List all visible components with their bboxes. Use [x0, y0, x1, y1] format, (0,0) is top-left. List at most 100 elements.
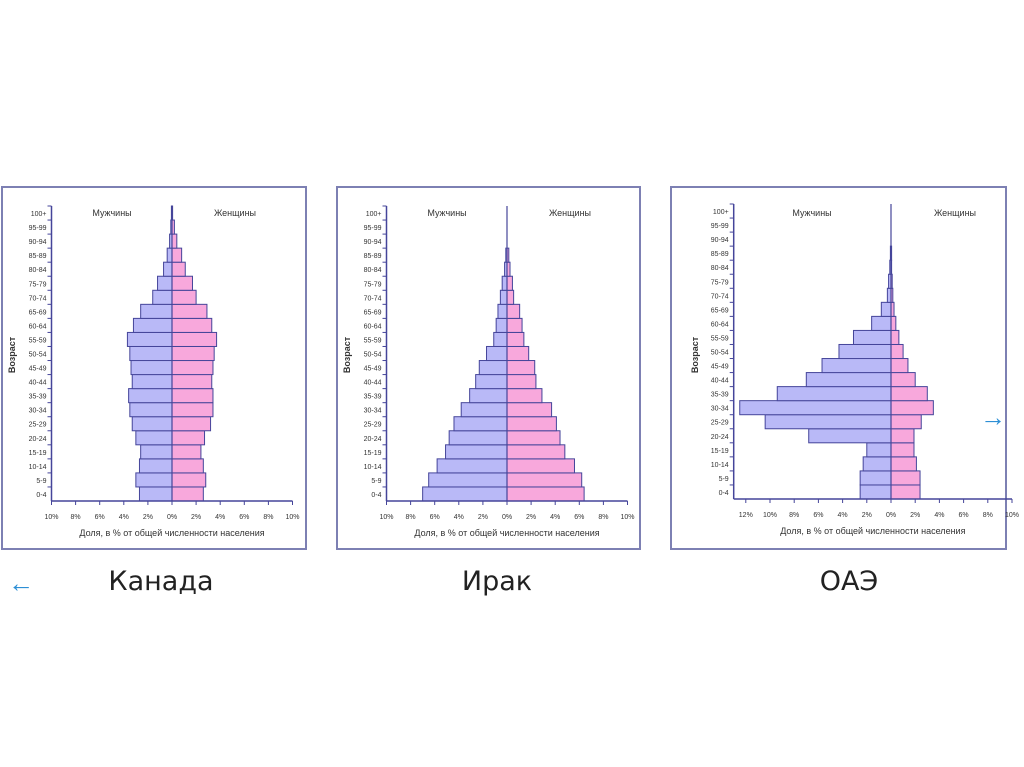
y-tick-label: 65-69: [364, 309, 382, 316]
bar-male: [469, 388, 508, 404]
y-tick-label: 25-29: [364, 422, 382, 429]
arrow-left-icon[interactable]: ←: [8, 568, 34, 598]
y-tick-label: 70-74: [29, 295, 47, 302]
y-tick-label: 75-79: [364, 281, 382, 288]
bar-female: [506, 444, 566, 460]
y-tick-label: 45-49: [711, 364, 729, 371]
x-tick-label: 4%: [550, 514, 560, 521]
bar-female: [171, 458, 204, 474]
bar-female: [506, 388, 543, 404]
caption-canada: Канада: [108, 566, 214, 597]
x-tick-label: 4%: [119, 514, 129, 521]
bar-male: [453, 416, 508, 432]
bar-female: [171, 374, 213, 390]
bar-male: [422, 486, 508, 502]
bar-female: [506, 275, 513, 291]
bar-female: [890, 484, 921, 500]
x-tick-label: 8%: [406, 514, 416, 521]
arrow-right-icon[interactable]: →: [980, 402, 1006, 432]
bar-male: [862, 456, 892, 472]
bar-male: [445, 444, 508, 460]
bar-male: [486, 345, 508, 362]
y-tick-label: 25-29: [29, 422, 47, 429]
bar-female: [506, 317, 523, 333]
bar-male: [157, 275, 173, 291]
bar-female: [171, 416, 212, 432]
bar-male: [448, 430, 508, 446]
bar-female: [506, 458, 575, 474]
bar-male: [501, 275, 508, 291]
bar-male: [166, 247, 173, 263]
x-tick-label: 10%: [763, 512, 777, 519]
bar-male: [495, 317, 508, 333]
bar-male: [152, 289, 173, 305]
x-tick-label: 6%: [95, 514, 105, 521]
bar-female: [171, 317, 213, 333]
bar-female: [506, 486, 585, 502]
y-tick-label: 50-54: [364, 352, 382, 359]
bar-female: [171, 331, 218, 347]
bar-male: [163, 261, 173, 277]
bar-male: [776, 386, 892, 402]
bar-female: [171, 261, 186, 277]
bar-male: [130, 360, 173, 376]
y-tick-label: 5-9: [719, 476, 729, 483]
bar-male: [838, 343, 892, 360]
y-tick-label: 50-54: [711, 350, 729, 357]
y-tick-label: 70-74: [711, 293, 729, 300]
y-tick-label: 35-39: [364, 394, 382, 401]
y-tick-label: 40-44: [711, 378, 729, 385]
bar-female: [890, 442, 915, 458]
y-tick-label: 65-69: [711, 307, 729, 314]
bar-female: [506, 345, 530, 362]
bar-male: [138, 458, 173, 474]
bar-female: [890, 372, 916, 388]
bar-female: [506, 303, 521, 319]
bar-male: [132, 317, 173, 333]
y-tick-label: 95-99: [29, 225, 47, 232]
bar-female: [171, 402, 214, 418]
y-tick-label: 90-94: [29, 239, 47, 246]
y-tick-label: 60-64: [364, 323, 382, 330]
bar-female: [171, 345, 215, 362]
bar-female: [506, 289, 515, 305]
bar-female: [171, 486, 204, 502]
x-tick-label: 0%: [502, 514, 512, 521]
bar-female: [890, 343, 904, 360]
y-tick-label: 90-94: [711, 237, 729, 244]
caption-iraq: Ирак: [461, 566, 533, 597]
y-tick-label: 15-19: [711, 448, 729, 455]
y-tick-label: 70-74: [364, 295, 382, 302]
x-tick-label: 10%: [44, 514, 58, 521]
x-tick-label: 6%: [959, 512, 969, 519]
bar-female: [890, 386, 928, 402]
y-tick-label: 60-64: [711, 321, 729, 328]
bar-female: [171, 275, 193, 291]
y-tick-label: 20-24: [364, 436, 382, 443]
bar-male: [129, 345, 173, 362]
y-tick-label: 100+: [31, 211, 47, 218]
y-tick-label: 45-49: [364, 366, 382, 373]
bar-female: [890, 358, 909, 374]
y-tick-label: 80-84: [364, 267, 382, 274]
bar-female: [890, 400, 934, 416]
bar-male: [871, 315, 892, 331]
y-tick-label: 75-79: [29, 281, 47, 288]
bar-male: [859, 484, 892, 500]
y-tick-label: 55-59: [364, 337, 382, 344]
x-tick-label: 2%: [526, 514, 536, 521]
y-tick-label: 90-94: [364, 239, 382, 246]
bar-male: [428, 472, 508, 488]
y-tick-label: 85-89: [29, 253, 47, 260]
x-axis-label: Доля, в % от общей численности населения: [79, 528, 264, 538]
y-tick-label: 15-19: [29, 450, 47, 457]
bar-female: [890, 470, 921, 486]
x-tick-label: 8%: [598, 514, 608, 521]
bar-female: [506, 402, 553, 418]
y-tick-label: 50-54: [29, 352, 47, 359]
legend-male: Мужчины: [792, 208, 831, 218]
y-tick-label: 100+: [366, 211, 382, 218]
x-tick-label: 2%: [143, 514, 153, 521]
x-tick-label: 10%: [379, 514, 393, 521]
